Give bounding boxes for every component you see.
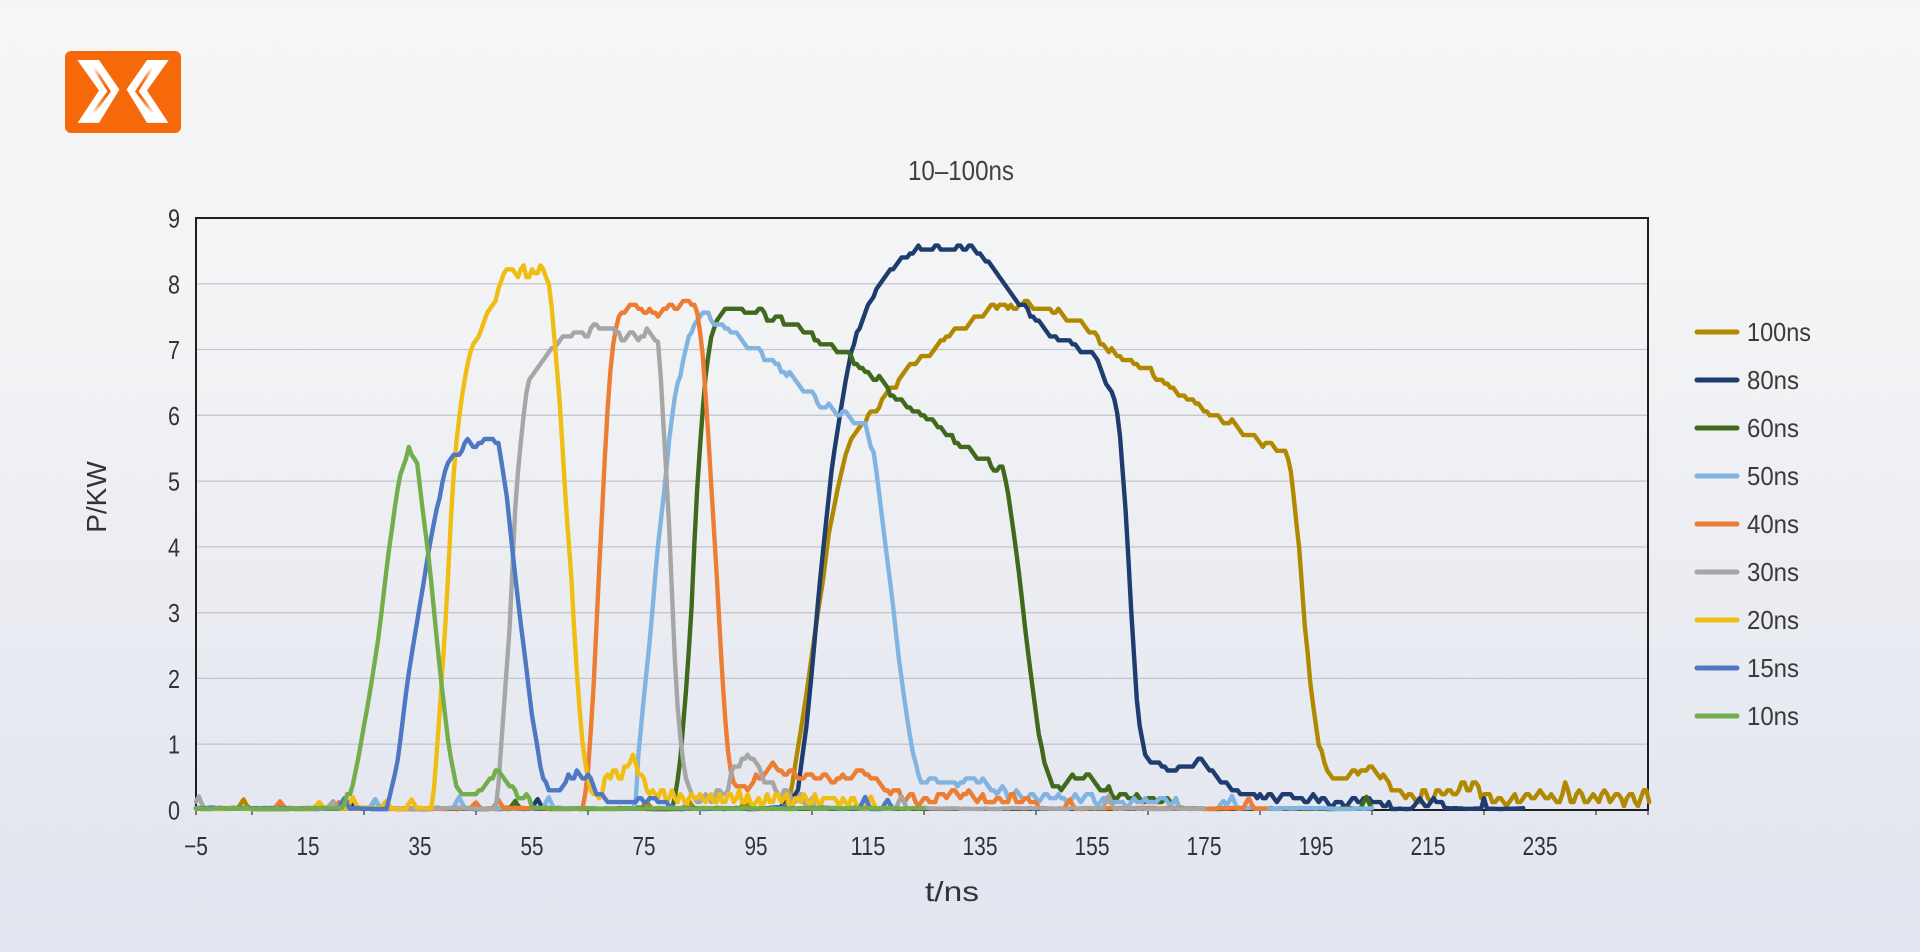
svg-text:t/ns: t/ns: [925, 876, 979, 907]
svg-text:40ns: 40ns: [1747, 509, 1799, 539]
svg-text:215: 215: [1411, 831, 1446, 861]
svg-text:3: 3: [168, 598, 180, 628]
svg-text:4: 4: [168, 532, 180, 562]
svg-text:155: 155: [1075, 831, 1110, 861]
svg-text:50ns: 50ns: [1747, 461, 1799, 491]
svg-text:2: 2: [168, 664, 180, 694]
svg-text:6: 6: [168, 401, 180, 431]
svg-text:30ns: 30ns: [1747, 557, 1799, 587]
svg-text:1: 1: [168, 730, 180, 760]
svg-text:10ns: 10ns: [1747, 701, 1799, 731]
svg-text:0: 0: [168, 796, 180, 826]
svg-text:P/KW: P/KW: [81, 461, 112, 533]
svg-text:35: 35: [409, 831, 432, 861]
svg-text:55: 55: [521, 831, 544, 861]
svg-text:235: 235: [1523, 831, 1558, 861]
svg-text:20ns: 20ns: [1747, 605, 1799, 635]
svg-text:7: 7: [168, 335, 180, 365]
svg-text:8: 8: [168, 269, 180, 299]
svg-text:60ns: 60ns: [1747, 413, 1799, 443]
svg-text:95: 95: [745, 831, 768, 861]
svg-text:9: 9: [168, 204, 180, 234]
svg-text:5: 5: [168, 467, 180, 497]
svg-text:10–100ns: 10–100ns: [908, 155, 1014, 186]
svg-text:80ns: 80ns: [1747, 365, 1799, 395]
svg-text:115: 115: [851, 831, 886, 861]
svg-text:135: 135: [963, 831, 998, 861]
svg-text:195: 195: [1299, 831, 1334, 861]
svg-text:15ns: 15ns: [1747, 653, 1799, 683]
svg-text:75: 75: [633, 831, 656, 861]
svg-text:100ns: 100ns: [1747, 317, 1811, 347]
svg-text:175: 175: [1187, 831, 1222, 861]
svg-text:−5: −5: [184, 831, 208, 861]
svg-text:15: 15: [297, 831, 320, 861]
